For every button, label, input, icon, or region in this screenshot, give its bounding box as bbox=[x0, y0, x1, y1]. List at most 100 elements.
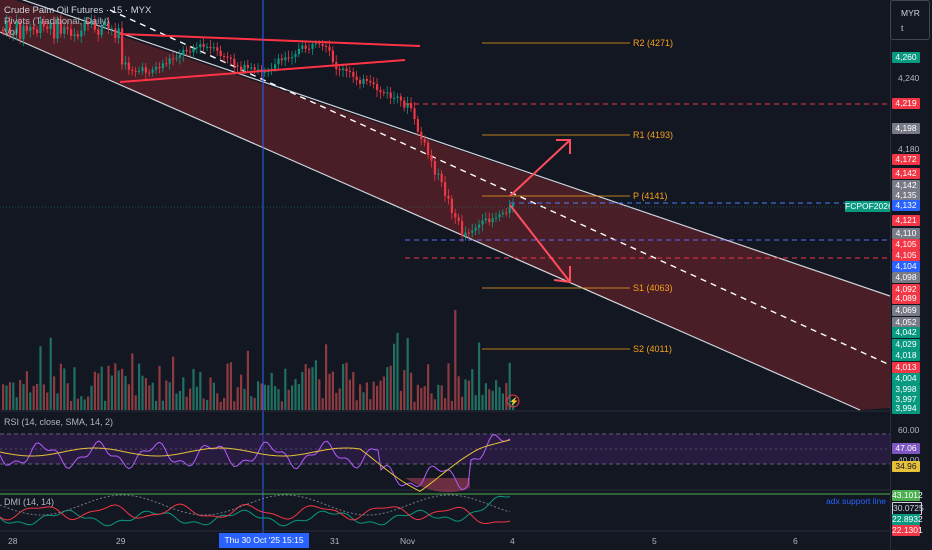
volume-bar bbox=[148, 385, 151, 410]
volume-bar bbox=[233, 401, 236, 410]
volume-bar bbox=[393, 343, 396, 410]
currency-button[interactable]: MYR t bbox=[890, 0, 930, 40]
rsi-title[interactable]: RSI (14, close, SMA, 14, 2) bbox=[4, 417, 114, 427]
candle-body bbox=[257, 69, 260, 71]
volume-bar bbox=[461, 396, 464, 410]
volume-bar bbox=[277, 389, 280, 410]
volume-bar bbox=[379, 380, 382, 410]
candle-body bbox=[117, 28, 120, 39]
volume-indicator[interactable]: Vol bbox=[4, 27, 18, 38]
dmi-title[interactable]: DMI (14, 14) bbox=[4, 497, 55, 507]
price-tick: 4,121 bbox=[892, 215, 920, 226]
price-tick: 4,004 bbox=[892, 373, 920, 384]
candle-body bbox=[359, 80, 362, 84]
volume-bar bbox=[359, 384, 362, 410]
volume-bar bbox=[253, 397, 256, 410]
channel-area bbox=[0, 0, 890, 410]
rsi-tick: 34.96 bbox=[892, 461, 920, 472]
symbol-title[interactable]: Crude Palm Oil Futures · 15 · MYX bbox=[4, 5, 152, 16]
volume-bar bbox=[100, 366, 103, 410]
candle-body bbox=[158, 66, 161, 68]
volume-bar bbox=[25, 371, 28, 410]
candle-body bbox=[148, 72, 151, 74]
price-tick: 4,052 bbox=[892, 317, 920, 328]
volume-bar bbox=[144, 378, 147, 410]
candle-body bbox=[15, 21, 18, 34]
volume-bar bbox=[284, 368, 287, 410]
candle-body bbox=[199, 44, 202, 48]
volume-bar bbox=[410, 372, 413, 410]
pivots-indicator[interactable]: Pivots (Traditional, Daily) bbox=[4, 16, 110, 27]
candle-body bbox=[144, 67, 147, 73]
candle-body bbox=[206, 46, 209, 48]
lightning-icon bbox=[506, 394, 520, 408]
volume-bar bbox=[73, 367, 76, 410]
candle-body bbox=[427, 142, 430, 156]
candle-body bbox=[229, 57, 232, 59]
candle-body bbox=[304, 45, 307, 49]
volume-bar bbox=[59, 363, 62, 410]
chart-legend: Crude Palm Oil Futures · 15 · MYX Pivots… bbox=[4, 5, 151, 38]
adx-note: adx support line bbox=[826, 496, 887, 506]
candle-body bbox=[294, 54, 297, 57]
pivot-p-label: P (4141) bbox=[633, 191, 668, 201]
candle-body bbox=[325, 45, 328, 47]
candle-body bbox=[185, 49, 188, 52]
volume-bar bbox=[440, 385, 443, 410]
candle-body bbox=[301, 45, 304, 49]
pattern-upper bbox=[119, 33, 421, 47]
candle-body bbox=[189, 51, 192, 53]
candle-body bbox=[420, 131, 423, 140]
candle-body bbox=[134, 70, 137, 72]
price-tick: 4,240 bbox=[898, 73, 920, 83]
candle-body bbox=[433, 160, 436, 175]
candle-body bbox=[393, 97, 396, 99]
candle-body bbox=[280, 58, 283, 61]
candle-body bbox=[151, 69, 154, 73]
candle-body bbox=[63, 27, 66, 34]
candle-body bbox=[481, 220, 484, 225]
candle-body bbox=[321, 44, 324, 46]
price-tick: 4,029 bbox=[892, 339, 920, 350]
volume-bar bbox=[311, 367, 314, 410]
candle-body bbox=[471, 230, 474, 233]
volume-bar bbox=[427, 364, 430, 410]
candle-body bbox=[444, 182, 447, 196]
candle-body bbox=[168, 58, 171, 64]
candle-body bbox=[484, 218, 487, 221]
price-tick: 4,105 bbox=[892, 250, 920, 261]
volume-bar bbox=[372, 381, 375, 410]
rsi-tick: 47.06 bbox=[892, 443, 920, 454]
candle-body bbox=[250, 67, 253, 69]
volume-bar bbox=[15, 397, 18, 410]
candle-body bbox=[297, 48, 300, 55]
volume-bar bbox=[172, 356, 175, 410]
price-tick: 4,018 bbox=[892, 350, 920, 361]
volume-bar bbox=[189, 388, 192, 410]
price-tick: 4,098 bbox=[892, 272, 920, 283]
volume-bar bbox=[508, 362, 511, 410]
price-tick: 3,994 bbox=[892, 403, 920, 414]
candle-body bbox=[36, 29, 39, 34]
price-tick: 4,042 bbox=[892, 327, 920, 338]
volume-bar bbox=[93, 371, 96, 410]
volume-bar bbox=[250, 396, 253, 410]
candle-body bbox=[382, 92, 385, 94]
candle-body bbox=[107, 21, 110, 29]
candle-body bbox=[345, 68, 348, 71]
volume-bar bbox=[97, 373, 100, 410]
candle-body bbox=[87, 21, 90, 25]
price-tick: 4,219 bbox=[892, 98, 920, 109]
pivot-r2-label: R2 (4271) bbox=[633, 38, 674, 48]
arrow-up-path bbox=[509, 139, 571, 197]
candle-body bbox=[25, 25, 28, 31]
candle-body bbox=[505, 212, 508, 214]
dmi-tick: 22.8932 bbox=[892, 514, 923, 525]
candle-body bbox=[246, 64, 249, 68]
volume-bar bbox=[325, 344, 328, 410]
volume-bar bbox=[151, 382, 154, 410]
volume-bar bbox=[365, 382, 368, 410]
volume-bar bbox=[420, 387, 423, 410]
rsi-oversold-fill bbox=[405, 478, 470, 493]
